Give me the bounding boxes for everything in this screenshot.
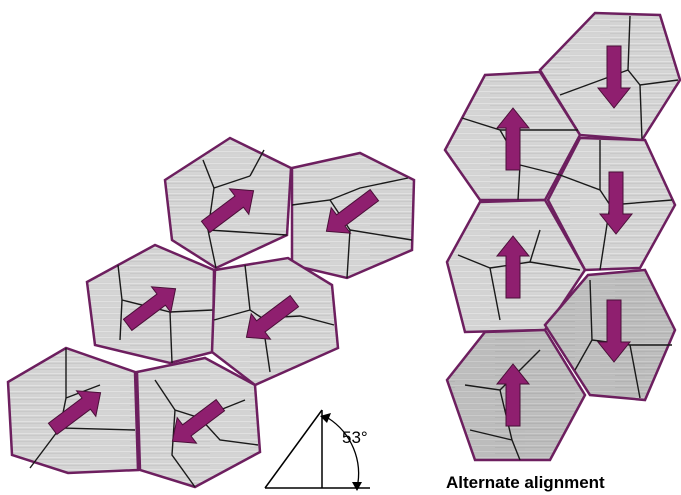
angle-label: 53° xyxy=(342,428,368,447)
angle-indicator: 53° xyxy=(264,409,370,491)
tile-l6 xyxy=(135,356,262,489)
tile-r5-arrow xyxy=(596,299,632,363)
tile-r6-arrow xyxy=(495,363,531,427)
angle-arc-arrowhead-top xyxy=(320,413,331,423)
angle-hypotenuse xyxy=(264,409,323,489)
tile-l5-arrow xyxy=(47,390,102,436)
tile-l4 xyxy=(210,256,340,387)
tile-r4-cracks xyxy=(457,229,581,321)
tile-r3-arrow xyxy=(598,171,634,235)
tile-l3-arrow xyxy=(122,286,177,332)
tile-l6-arrow xyxy=(171,398,226,444)
tile-r5 xyxy=(543,268,677,402)
tile-r3 xyxy=(546,136,677,272)
tile-l3 xyxy=(85,243,216,365)
tile-r1-arrow xyxy=(596,45,632,109)
tile-r6 xyxy=(445,328,587,462)
angle-arc-arrowhead-bottom xyxy=(352,482,362,491)
right-tile-group: Alternate alignment xyxy=(443,11,681,492)
left-tile-group xyxy=(6,136,416,489)
angle-arc xyxy=(327,417,360,489)
tile-r2 xyxy=(443,70,582,202)
tile-l1 xyxy=(163,136,293,270)
tile-l1-cracks xyxy=(202,149,288,269)
tile-l2-arrow xyxy=(325,188,380,234)
tile-r2-arrow xyxy=(495,107,531,171)
tile-l4-arrow xyxy=(245,294,300,340)
tile-l2-cracks xyxy=(291,177,413,279)
tile-l5 xyxy=(6,346,140,475)
right-group-caption: Alternate alignment xyxy=(446,473,605,492)
tile-r4-arrow xyxy=(495,235,531,299)
tile-l1-arrow xyxy=(200,188,255,234)
tile-r4 xyxy=(445,198,587,334)
tile-l2 xyxy=(290,151,416,280)
